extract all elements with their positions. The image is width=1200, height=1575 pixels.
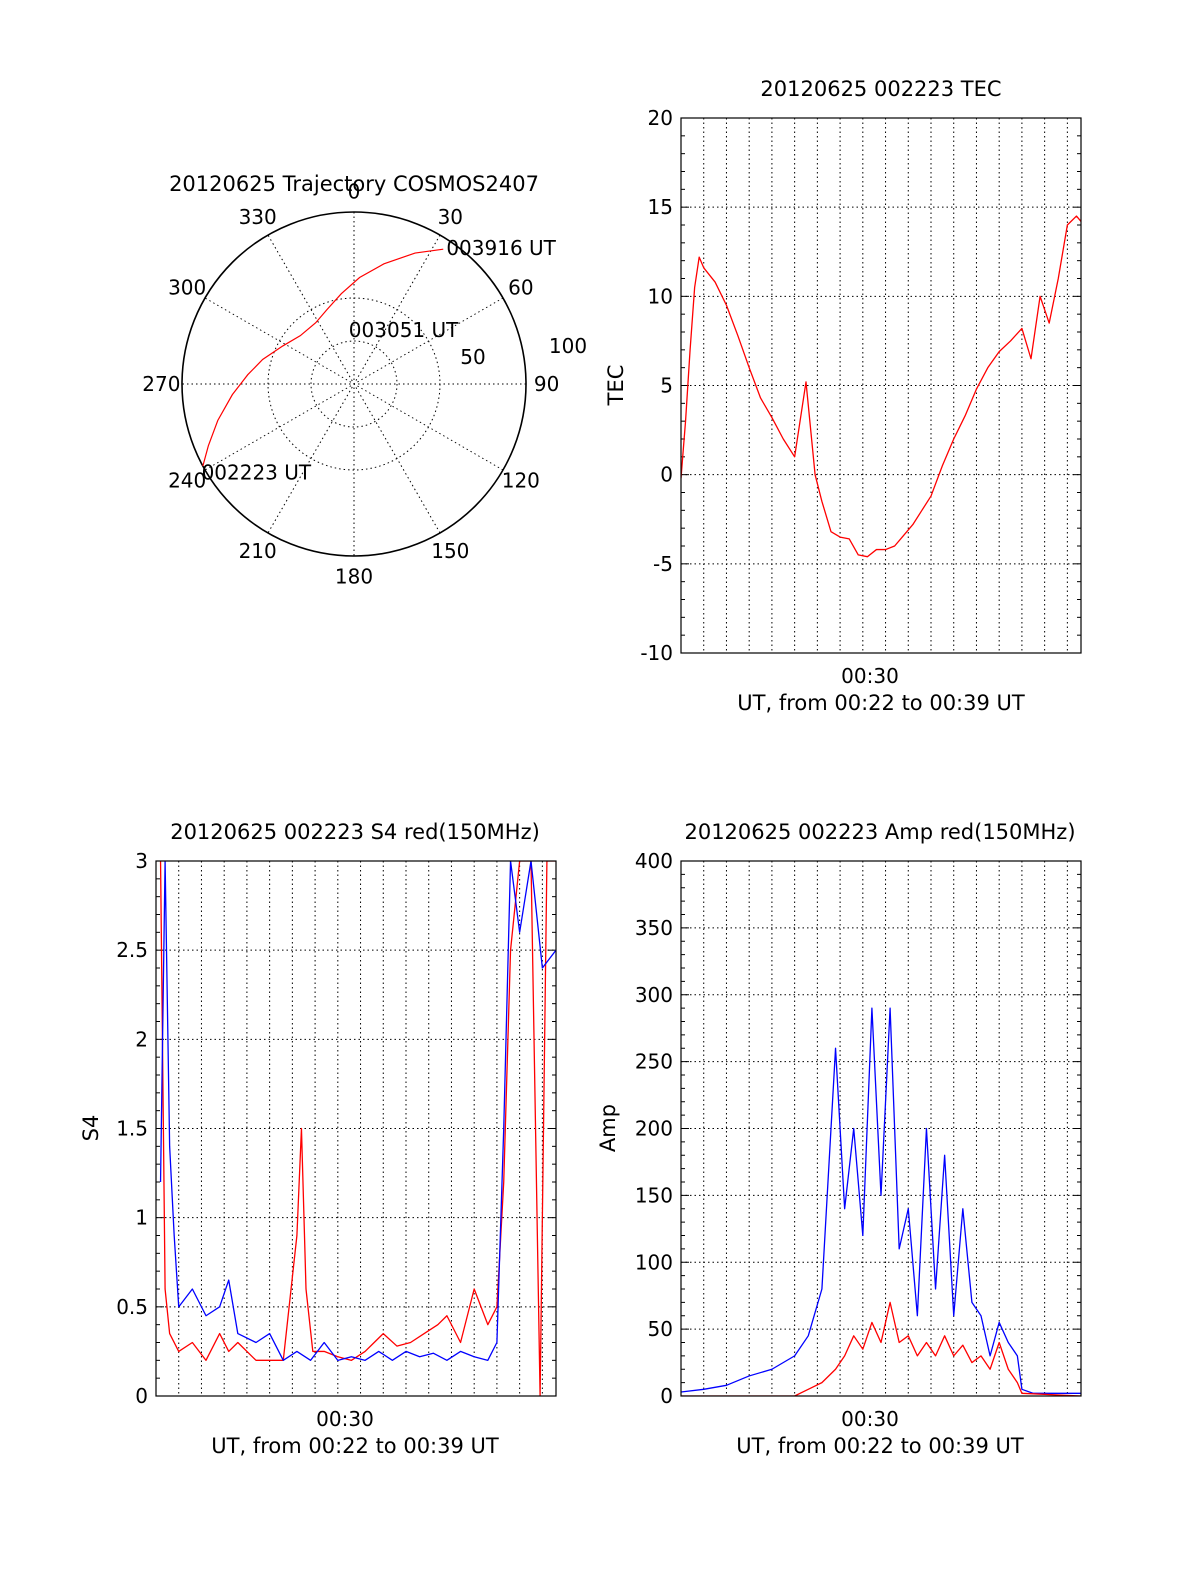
y-tick-label: 400 (635, 849, 673, 873)
plot-frame (680, 117, 1082, 654)
polar-time-annotation: 003916 UT (446, 236, 556, 260)
tec-title: 20120625 002223 TEC (760, 77, 1001, 101)
y-tick-label: 5 (660, 374, 673, 398)
polar-radius-label: 100 (549, 334, 587, 358)
polar-radius-label: 50 (460, 345, 485, 369)
series-line-red (159, 861, 556, 1396)
y-tick-label: 20 (648, 106, 673, 130)
polar-trajectory-line (202, 248, 444, 467)
tec-chart-panel: 20120625 002223 TEC TEC 00:30 UT, from 0… (604, 77, 1082, 715)
polar-title: 20120625 Trajectory COSMOS2407 (169, 172, 539, 196)
amp-chart-panel: 20120625 002223 Amp red(150MHz) Amp 00:3… (596, 820, 1082, 1458)
amp-ylabel: Amp (596, 1104, 620, 1152)
tec-xlabel: UT, from 00:22 to 00:39 UT (737, 691, 1025, 715)
polar-azimuth-label: 330 (239, 205, 277, 229)
y-tick-label: 1 (135, 1206, 148, 1230)
y-tick-label: 0 (135, 1384, 148, 1408)
y-tick-label: 10 (648, 284, 673, 308)
polar-azimuth-label: 270 (142, 372, 180, 396)
polar-trajectory-panel: 20120625 Trajectory COSMOS2407 0 30 60 90 12… (142, 172, 587, 589)
series-line-red (681, 215, 1081, 558)
series-line-blue (681, 1007, 1081, 1394)
polar-time-annotation: 003051 UT (349, 318, 459, 342)
s4-ylabel: S4 (79, 1115, 103, 1142)
polar-azimuth-label: 180 (335, 565, 373, 589)
s4-xlabel: UT, from 00:22 to 00:39 UT (211, 1434, 499, 1458)
polar-azimuth-label: 90 (534, 372, 559, 396)
polar-spoke (267, 234, 441, 534)
y-tick-label: 3 (135, 849, 148, 873)
y-tick-label: -5 (653, 552, 673, 576)
y-tick-label: 250 (635, 1050, 673, 1074)
polar-azimuth-label: 300 (168, 276, 206, 300)
series-line-red (681, 1301, 1081, 1396)
y-tick-label: 100 (635, 1250, 673, 1274)
y-tick-label: 0 (660, 463, 673, 487)
y-tick-label: 0 (660, 1384, 673, 1408)
y-tick-label: 2 (135, 1027, 148, 1051)
y-tick-label: 300 (635, 983, 673, 1007)
amp-title: 20120625 002223 Amp red(150MHz) (684, 820, 1075, 844)
plot-frame (155, 860, 557, 1397)
s4-chart-panel: 20120625 002223 S4 red(150MHz) S4 00:30 … (79, 820, 557, 1458)
y-tick-label: 2.5 (116, 938, 148, 962)
y-tick-label: -10 (640, 641, 673, 665)
polar-azimuth-label: 210 (239, 539, 277, 563)
series-line-blue (159, 861, 556, 1361)
s4-xtick-label: 00:30 (316, 1407, 374, 1431)
polar-azimuth-label: 120 (502, 468, 540, 492)
polar-time-annotation: 002223 UT (202, 460, 312, 484)
y-tick-label: 350 (635, 916, 673, 940)
polar-ring-inner (310, 340, 398, 428)
tec-ylabel: TEC (604, 365, 628, 407)
polar-azimuth-label: 240 (168, 468, 206, 492)
y-tick-label: 15 (648, 195, 673, 219)
polar-azimuth-label: 60 (508, 276, 533, 300)
tec-xtick-label: 00:30 (841, 664, 899, 688)
y-tick-label: 200 (635, 1117, 673, 1141)
y-tick-label: 150 (635, 1183, 673, 1207)
plot-frame (680, 860, 1082, 1397)
y-tick-label: 50 (648, 1317, 673, 1341)
polar-azimuth-label: 150 (431, 539, 469, 563)
amp-xtick-label: 00:30 (841, 1407, 899, 1431)
y-tick-label: 0.5 (116, 1295, 148, 1319)
s4-title: 20120625 002223 S4 red(150MHz) (170, 820, 540, 844)
polar-azimuth-label: 30 (438, 205, 463, 229)
amp-xlabel: UT, from 00:22 to 00:39 UT (736, 1434, 1024, 1458)
polar-azimuth-label: 0 (348, 179, 361, 203)
y-tick-label: 1.5 (116, 1117, 148, 1141)
